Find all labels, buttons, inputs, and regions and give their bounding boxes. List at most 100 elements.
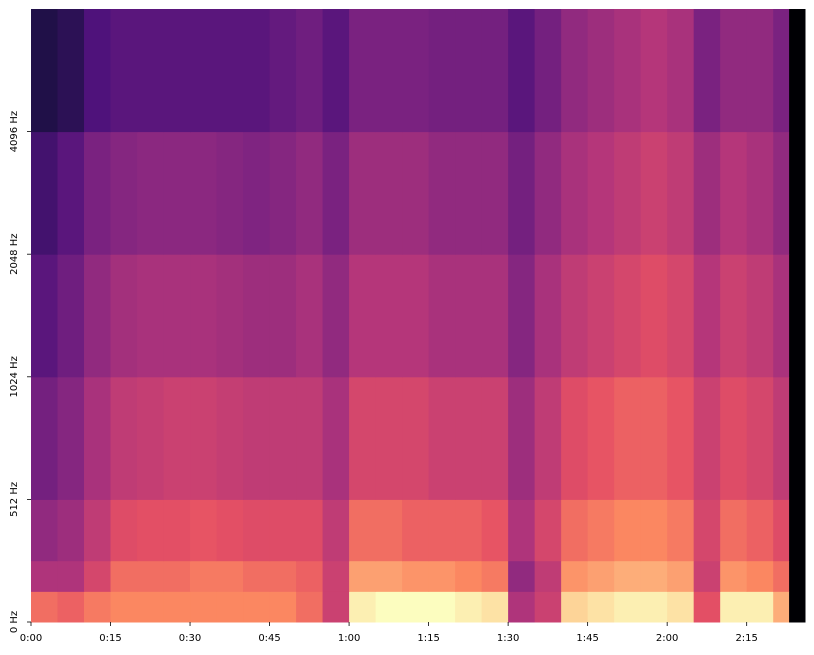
heatmap-cell [349, 376, 377, 500]
heatmap-cell [269, 9, 297, 133]
heatmap [31, 9, 806, 623]
heatmap-cell [720, 254, 748, 378]
heatmap-cell [269, 560, 297, 592]
heatmap-cell [789, 560, 806, 592]
heatmap-cell [693, 131, 721, 255]
heatmap-cell [137, 9, 165, 133]
heatmap-cell [614, 376, 642, 500]
heatmap-cell [746, 254, 774, 378]
heatmap-cell [216, 376, 244, 500]
heatmap-cell [31, 560, 59, 592]
heatmap-cell [508, 591, 536, 623]
heatmap-cell [375, 560, 403, 592]
heatmap-cell [402, 376, 430, 500]
heatmap-cell [667, 560, 695, 592]
heatmap-cell [587, 254, 615, 378]
heatmap-cell [667, 131, 695, 255]
heatmap-cell [243, 9, 271, 133]
heatmap-cell [402, 499, 430, 562]
x-tick-label: 1:45 [576, 633, 598, 644]
heatmap-cell [508, 376, 536, 500]
heatmap-cell [375, 591, 403, 623]
heatmap-cell [746, 131, 774, 255]
x-tick-label: 2:00 [656, 633, 678, 644]
heatmap-cell [84, 499, 112, 562]
heatmap-cell [296, 376, 324, 500]
heatmap-cell [667, 376, 695, 500]
heatmap-cell [322, 499, 350, 562]
heatmap-cell [402, 560, 430, 592]
heatmap-cell [84, 9, 112, 133]
heatmap-cell [349, 499, 377, 562]
heatmap-cell [693, 591, 721, 623]
heatmap-cell [508, 131, 536, 255]
heatmap-cell [773, 499, 790, 562]
y-tick-label: 1024 Hz [9, 356, 20, 397]
heatmap-cell [640, 254, 668, 378]
heatmap-cell [720, 376, 748, 500]
heatmap-cell [375, 376, 403, 500]
heatmap-cell [561, 499, 589, 562]
heatmap-cell [587, 131, 615, 255]
heatmap-cell [31, 499, 59, 562]
heatmap-cell [110, 254, 138, 378]
heatmap-cell [561, 376, 589, 500]
heatmap-cell [57, 560, 85, 592]
heatmap-cell [587, 9, 615, 133]
heatmap-cell [31, 9, 59, 133]
heatmap-cell [640, 131, 668, 255]
heatmap-cell [534, 591, 562, 623]
heatmap-cell [667, 591, 695, 623]
heatmap-cell [57, 9, 85, 133]
heatmap-cell [110, 591, 138, 623]
heatmap-cell [190, 499, 218, 562]
heatmap-cell [137, 254, 165, 378]
heatmap-cell [455, 591, 483, 623]
heatmap-cell [269, 499, 297, 562]
heatmap-cell [587, 376, 615, 500]
heatmap-cell [322, 560, 350, 592]
heatmap-cell [216, 9, 244, 133]
heatmap-cell [587, 560, 615, 592]
x-tick-label: 1:15 [417, 633, 439, 644]
heatmap-cell [349, 560, 377, 592]
heatmap-cell [57, 131, 85, 255]
heatmap-cell [163, 131, 191, 255]
heatmap-cell [561, 9, 589, 133]
heatmap-cell [269, 131, 297, 255]
heatmap-cell [534, 376, 562, 500]
heatmap-cell [31, 131, 59, 255]
heatmap-cell [322, 376, 350, 500]
heatmap-cell [773, 560, 790, 592]
heatmap-cell [137, 499, 165, 562]
heatmap-cell [428, 499, 456, 562]
heatmap-cell [269, 254, 297, 378]
heatmap-cell [508, 254, 536, 378]
heatmap-cell [428, 131, 456, 255]
x-tick-label: 0:45 [258, 633, 280, 644]
heatmap-cell [508, 560, 536, 592]
heatmap-cell [481, 9, 509, 133]
x-tick-label: 1:00 [338, 633, 360, 644]
heatmap-cell [110, 131, 138, 255]
heatmap-cell [84, 131, 112, 255]
heatmap-cell [110, 499, 138, 562]
heatmap-cell [296, 254, 324, 378]
heatmap-cell [773, 376, 790, 500]
y-tick-label: 2048 Hz [9, 233, 20, 274]
heatmap-cell [720, 560, 748, 592]
heatmap-cell [402, 9, 430, 133]
heatmap-cell [667, 254, 695, 378]
heatmap-cell [190, 131, 218, 255]
x-tick-label: 1:30 [497, 633, 519, 644]
heatmap-cell [640, 499, 668, 562]
heatmap-cell [773, 591, 790, 623]
heatmap-cell [163, 9, 191, 133]
heatmap-cell [428, 254, 456, 378]
heatmap-cell [640, 591, 668, 623]
heatmap-cell [640, 9, 668, 133]
heatmap-cell [243, 254, 271, 378]
heatmap-cell [296, 499, 324, 562]
heatmap-cell [322, 591, 350, 623]
heatmap-cell [534, 131, 562, 255]
